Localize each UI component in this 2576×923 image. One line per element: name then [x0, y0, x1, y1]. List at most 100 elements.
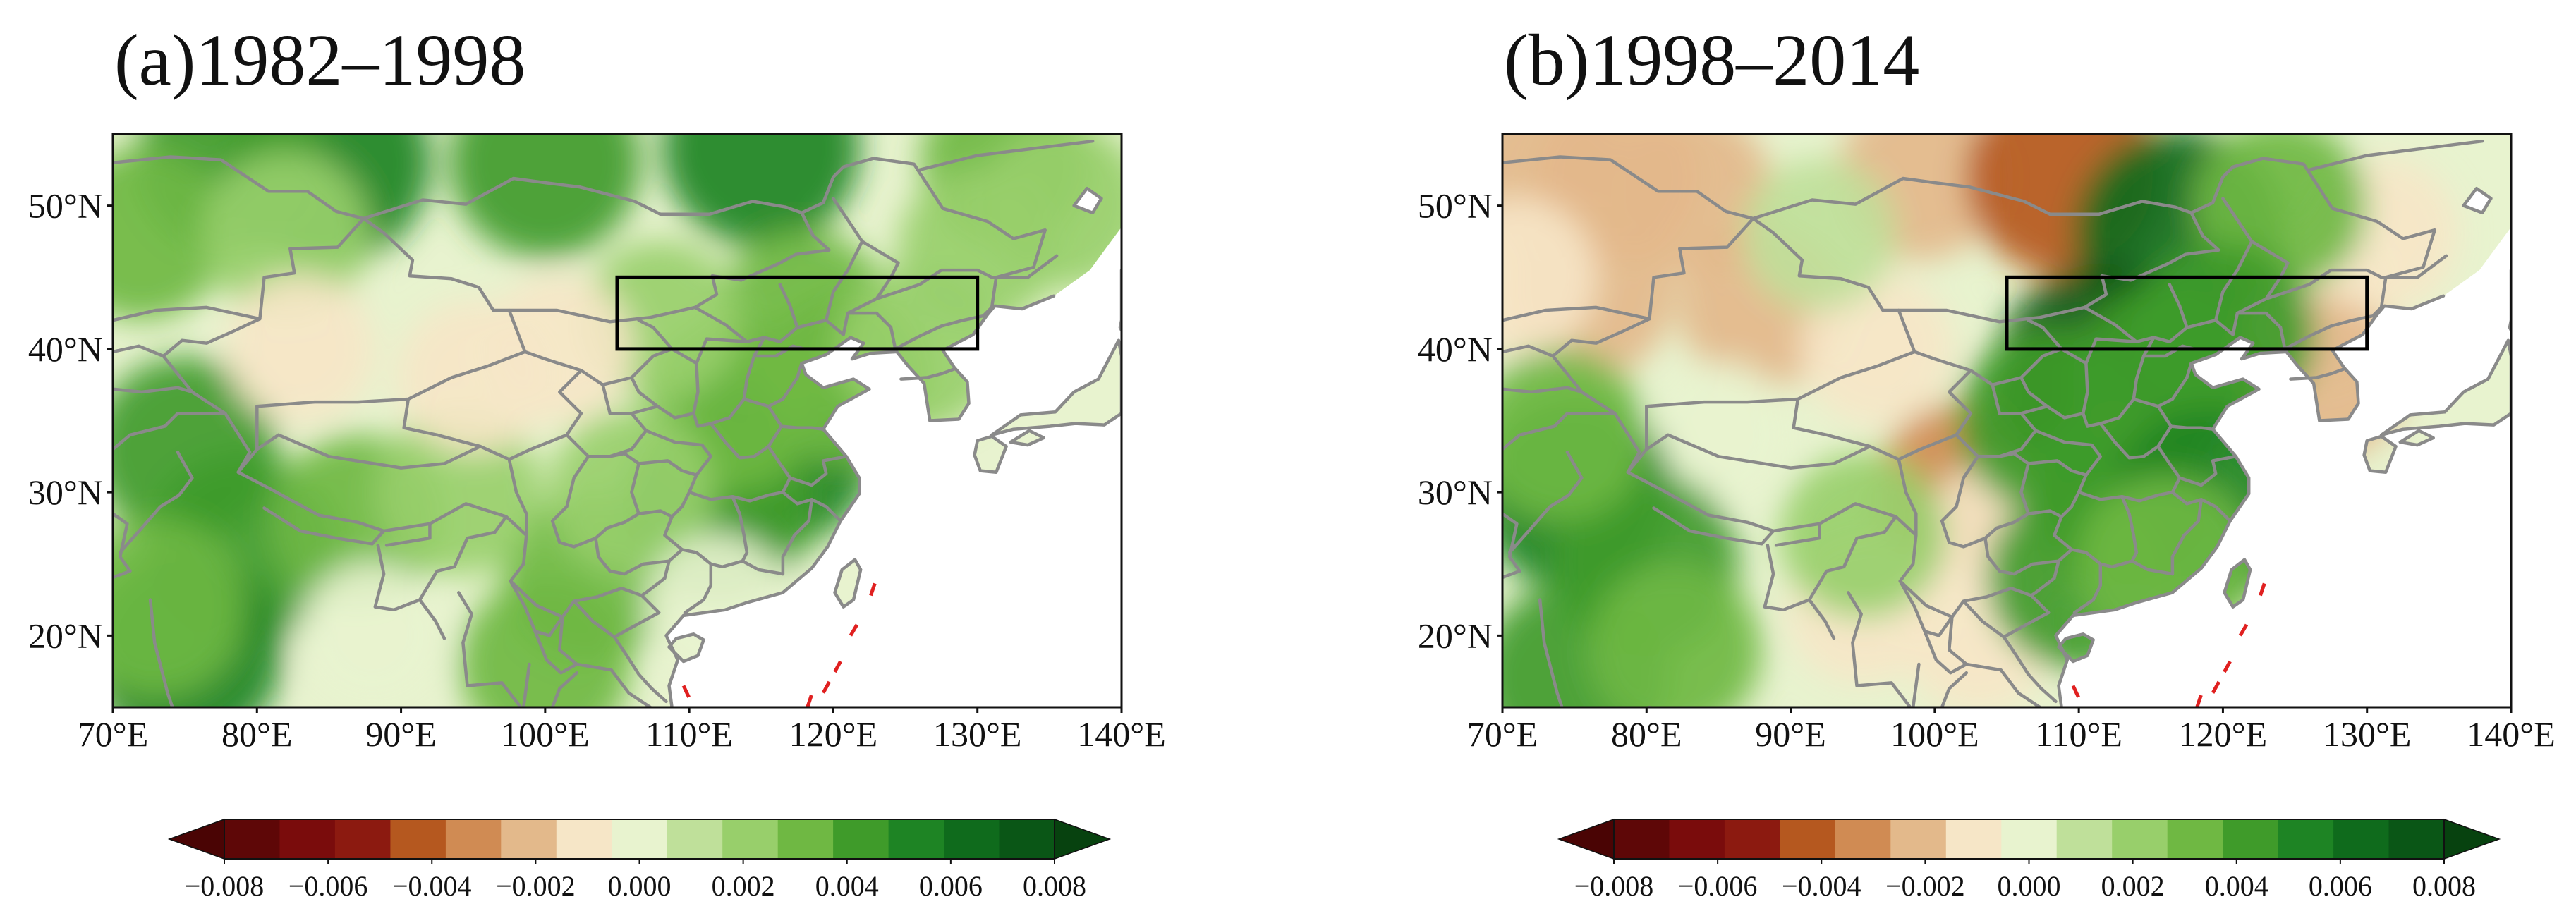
panel-b-dash-segment: [2259, 573, 2270, 597]
panel-a-colorbar-label: 0.006: [919, 870, 983, 902]
panel-a-border-line: [457, 591, 523, 707]
panel-a-border-line: [113, 412, 227, 451]
panel-a-hotspot: [113, 518, 245, 697]
panel-a-border-line: [148, 598, 174, 707]
panel-b-border-line: [1502, 305, 1651, 322]
panel-b-border-line: [2077, 490, 2175, 503]
panel-b-field-blobs: [1502, 134, 2458, 707]
panel-a-border-line: [918, 139, 1095, 172]
panel-b-dash-segment: [2211, 660, 2232, 694]
panel-b-colorbar-swatch: [2167, 819, 2223, 859]
panel-a-border-line: [640, 559, 671, 597]
panel-a-border-line: [113, 344, 165, 358]
panel-a-dash-segment: [821, 660, 842, 694]
panel-b-colorbar-swatch: [1945, 819, 2002, 859]
panel-b-ocean-mask: [2055, 134, 2511, 707]
panel-a-island-outline: [1072, 186, 1103, 215]
panel-b-border-line: [2168, 283, 2189, 329]
panel-a-border-line: [663, 473, 698, 551]
panel-a-colorbar-swatch: [279, 819, 336, 859]
panel-a-colorbar-label: 0.002: [712, 870, 775, 902]
panel-b-border-line: [2098, 422, 2173, 460]
panel-a-colorbar-swatch: [777, 819, 834, 859]
panel-a-y-tick-label: 20°N: [28, 616, 103, 655]
panel-b-colorbar-swatch: [2056, 819, 2113, 859]
panel-a-hotspot: [202, 151, 369, 317]
panel-b-border-line: [1911, 662, 1921, 707]
panel-a-border-line: [781, 498, 814, 576]
panel-b-island-outline: [2223, 558, 2252, 609]
panel-b-hotspot: [1780, 452, 1946, 618]
panel-b-border-line: [1645, 433, 1872, 470]
panel-b-border-line: [1962, 599, 2058, 704]
panel-a-colorbar-swatch: [667, 819, 723, 859]
panel-a-border-line: [742, 361, 803, 408]
panel-a-border-line: [113, 386, 194, 394]
panel-a-border-line: [644, 429, 713, 477]
panel-b-border-line: [1807, 515, 1897, 601]
panel-b-hotspot: [1742, 157, 1896, 311]
panel-a-border-line: [846, 311, 897, 351]
panel-a-island-outline: [833, 558, 863, 609]
panel-b-border-line: [1774, 522, 1821, 547]
panel-a-border-line: [402, 369, 583, 461]
panel-a-border-line: [262, 506, 386, 546]
panel-a-border-line: [692, 336, 766, 428]
panel-b-colorbar-swatch: [1724, 819, 1780, 859]
panel-b-border-line: [1751, 176, 2193, 221]
panel-a-hotspot: [897, 169, 1057, 329]
panel-b-border-line: [2027, 318, 2063, 351]
panel-a-coastline: [664, 294, 1056, 707]
panel-a-colorbar-swatch: [888, 819, 944, 859]
panel-a-island-outline: [990, 338, 1122, 437]
panel-b-x-tick-label: 110°E: [2035, 714, 2122, 754]
panel-a-colorbar-label: −0.004: [392, 870, 472, 902]
panel-b-border-line: [2132, 361, 2193, 408]
panel-a-border-line: [608, 451, 698, 477]
panel-a-border-line: [824, 240, 864, 322]
panel-a-hotspot: [225, 274, 375, 424]
panel-a-colorbar-label: 0.004: [815, 870, 879, 902]
panel-a-y-tick-label: 50°N: [28, 186, 103, 226]
panel-b-border-line: [1847, 591, 1912, 707]
panel-b-title: (b)1998–2014: [1504, 20, 1919, 101]
panel-b-x-tick-label: 70°E: [1467, 714, 1538, 754]
panel-a-frame: [111, 133, 1123, 709]
panel-a-border-line: [565, 383, 648, 458]
panel-a-colorbar-swatch: [445, 819, 502, 859]
panel-a-dashed-line: [681, 573, 880, 707]
panel-a-ocean-mask: [666, 134, 1122, 707]
panel-b-colorbar-label: 0.000: [1998, 870, 2061, 902]
panel-b-border-line: [1507, 450, 1584, 554]
panel-a-border-line: [683, 562, 713, 615]
panel-b-border-line: [2289, 367, 2346, 381]
panel-a-border-line: [990, 254, 1059, 279]
panel-a-y-axis: 20°N 30°N 40°N 50°N: [28, 186, 113, 655]
panel-a-colorbar-swatch: [833, 819, 889, 859]
panel-a-colorbar-swatch: [999, 819, 1055, 859]
panel-a-border-line: [362, 176, 803, 221]
panel-b-y-tick-label: 30°N: [1418, 472, 1493, 512]
panel-a-border-line: [655, 404, 695, 420]
panel-b-colorbar-label: 0.004: [2205, 870, 2268, 902]
panel-b-dash-segment: [2071, 685, 2085, 707]
panel-a-borders: [113, 139, 1122, 707]
panel-a-border-line: [778, 283, 799, 329]
panel-a-border-line: [521, 662, 531, 707]
panel-a-hotspot: [662, 134, 861, 247]
panel-b-border-line: [1969, 197, 2290, 386]
panel-b-colorbar-swatch: [2388, 819, 2445, 859]
panel-a-x-tick-label: 70°E: [78, 714, 149, 754]
panel-a-border-line: [731, 494, 749, 563]
panel-a-colorbar-swatch: [612, 819, 668, 859]
panel-b-border-line: [1502, 512, 1521, 580]
panel-a-dash-segment: [869, 573, 880, 597]
panel-b-hotspot: [1502, 348, 1646, 521]
panel-b-dash-segment: [2238, 617, 2252, 637]
panel-a-border-line: [550, 455, 597, 549]
panel-b-colorbar-swatch: [2333, 819, 2390, 859]
panel-b-border-line: [1763, 544, 1836, 640]
panel-b-x-tick-label: 130°E: [2323, 714, 2412, 754]
panel-a-border-line: [709, 422, 784, 460]
panel-a-border-line: [693, 305, 749, 343]
